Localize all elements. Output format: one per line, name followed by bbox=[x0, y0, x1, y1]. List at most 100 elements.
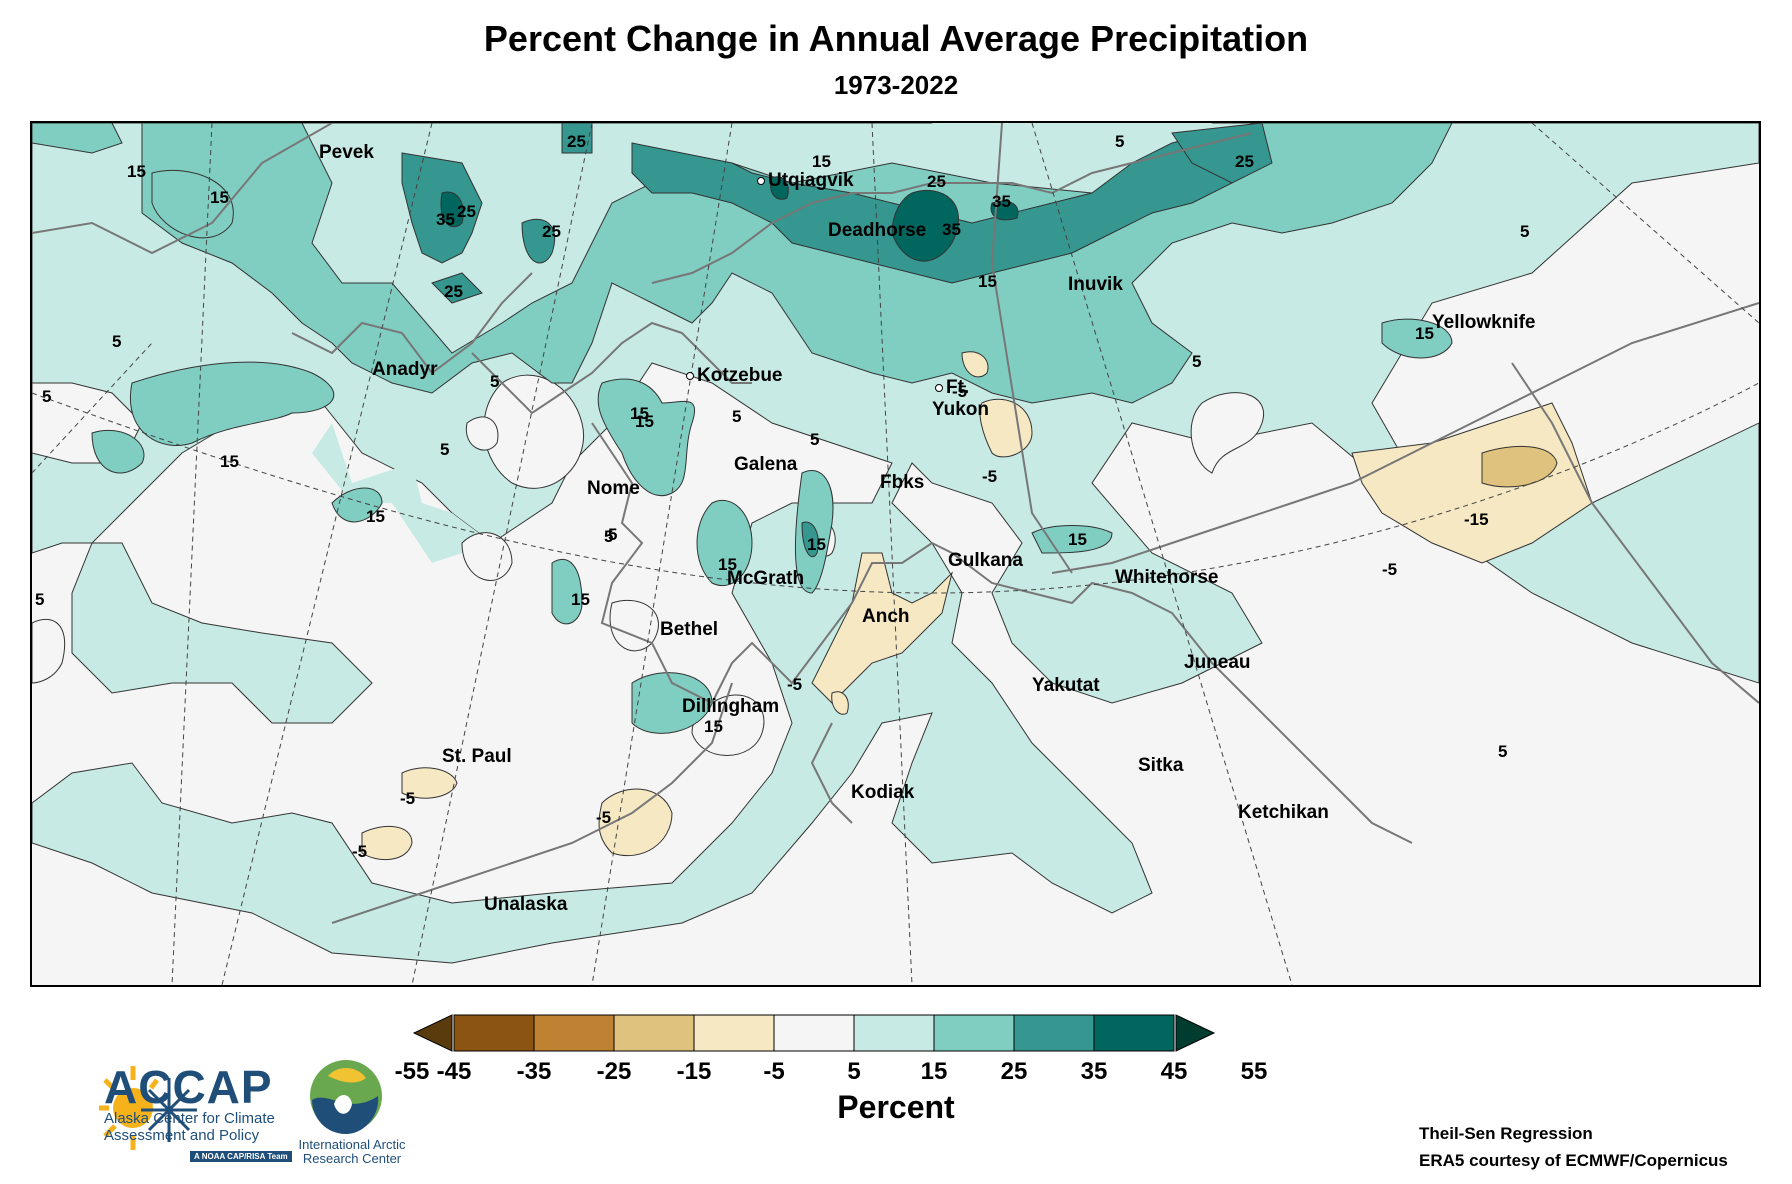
contour-label: 25 bbox=[457, 202, 476, 221]
contour-label: 5 bbox=[1498, 742, 1508, 761]
accap-logo-icon bbox=[99, 1066, 197, 1150]
city-marker-icon bbox=[757, 176, 765, 185]
iarc-globe-icon bbox=[310, 1060, 382, 1134]
contour-label: 15 bbox=[366, 507, 385, 526]
colorbar-tick-label: 35 bbox=[1080, 1058, 1108, 1085]
colorbar-tick-label: 55 bbox=[1240, 1058, 1268, 1085]
city-label-nome: Nome bbox=[587, 478, 640, 499]
colorbar-tick-label: -5 bbox=[763, 1058, 785, 1085]
contour-label: -15 bbox=[1464, 510, 1489, 529]
city-label-ft: Ft. bbox=[935, 378, 969, 397]
city-label-yakutat: Yakutat bbox=[1032, 675, 1100, 696]
colorbar-tick-label: 5 bbox=[847, 1058, 861, 1085]
iarc-name: International Arctic Research Center bbox=[298, 1137, 406, 1167]
contour-label: -5 bbox=[982, 467, 998, 486]
contour-label: 5 bbox=[1115, 132, 1125, 151]
contour-label: 35 bbox=[992, 192, 1011, 211]
contour-label: 5 bbox=[810, 430, 820, 449]
contour-label: 15 bbox=[812, 152, 831, 171]
contour-label: 15 bbox=[127, 162, 146, 181]
city-label-ketchikan: Ketchikan bbox=[1238, 802, 1329, 823]
map-title: Percent Change in Annual Average Precipi… bbox=[483, 18, 1309, 59]
city-label-galena: Galena bbox=[734, 454, 798, 475]
contour-label: -5 bbox=[787, 675, 803, 694]
city-label-gulkana: Gulkana bbox=[948, 550, 1023, 571]
map-subtitle: 1973-2022 bbox=[833, 70, 959, 100]
contour-label: -5 bbox=[952, 382, 968, 401]
accap-name: ACCAP bbox=[104, 1061, 273, 1113]
contour-label: -5 bbox=[352, 842, 368, 861]
city-label-bethel: Bethel bbox=[660, 619, 719, 640]
city-label-dillingham: Dillingham bbox=[682, 696, 780, 717]
colorbar-swatch bbox=[613, 1014, 695, 1052]
contour-label: 15 bbox=[718, 555, 737, 574]
colorbar-max-arrow bbox=[1175, 1014, 1216, 1052]
contour-label: 5 bbox=[440, 440, 450, 459]
contour-label: 5 bbox=[490, 372, 500, 391]
precip-map bbox=[32, 123, 1759, 985]
colorbar-swatch bbox=[933, 1014, 1015, 1052]
city-marker-icon bbox=[686, 371, 694, 380]
city-label-juneau: Juneau bbox=[1184, 652, 1251, 673]
contour-label: 15 bbox=[807, 535, 826, 554]
contour-label: 25 bbox=[927, 172, 946, 191]
city-label-kodiak: Kodiak bbox=[851, 782, 915, 803]
contour-label: 15 bbox=[704, 717, 723, 736]
colorbar-tick-label: -55 bbox=[394, 1058, 430, 1085]
city-label-kotzebue: Kotzebue bbox=[686, 366, 783, 385]
city-label-unalaska: Unalaska bbox=[484, 894, 568, 915]
colorbar-tick-label: 15 bbox=[920, 1058, 948, 1085]
city-label-inuvik: Inuvik bbox=[1068, 274, 1123, 295]
city-label-yellowknife: Yellowknife bbox=[1432, 312, 1536, 333]
contour-label: 15 bbox=[210, 188, 229, 207]
colorbar-tick-label: -15 bbox=[676, 1058, 712, 1085]
contour-label: 15 bbox=[220, 452, 239, 471]
contour-label: 15 bbox=[635, 412, 654, 431]
contour-label: 35 bbox=[942, 220, 961, 239]
contour-label: 5 bbox=[1520, 222, 1530, 241]
contour-label: 15 bbox=[630, 404, 649, 423]
credit-block: Theil-Sen Regression ERA5 courtesy of EC… bbox=[1419, 1120, 1728, 1174]
colorbar-tick-label: 45 bbox=[1160, 1058, 1188, 1085]
colorbar-swatch bbox=[1093, 1014, 1175, 1052]
contour-label: 15 bbox=[1068, 530, 1087, 549]
contour-label: 5 bbox=[112, 332, 122, 351]
colorbar-swatch bbox=[453, 1014, 535, 1052]
city-label-anadyr: Anadyr bbox=[372, 359, 438, 380]
colorbar bbox=[412, 1014, 1216, 1052]
colorbar-min-arrow bbox=[412, 1014, 453, 1052]
contour-label: 5 bbox=[732, 407, 742, 426]
city-label-st-paul: St. Paul bbox=[442, 746, 512, 767]
contour-label: 5 bbox=[608, 525, 618, 544]
contour-label: 5 bbox=[42, 387, 52, 406]
city-label-sitka: Sitka bbox=[1138, 755, 1184, 776]
contour-label: -5 bbox=[400, 789, 416, 808]
city-label-whitehorse: Whitehorse bbox=[1115, 567, 1219, 588]
contour-label: 5 bbox=[35, 590, 45, 609]
contour-label: -5 bbox=[596, 808, 612, 827]
city-label-mcgrath: McGrath bbox=[727, 568, 805, 589]
colorbar-swatch bbox=[1013, 1014, 1095, 1052]
colorbar-swatch bbox=[853, 1014, 935, 1052]
contour-label: 5 bbox=[604, 527, 614, 546]
colorbar-tick-label: -35 bbox=[516, 1058, 552, 1085]
colorbar-tick-label: 25 bbox=[1000, 1058, 1028, 1085]
contour-label: 15 bbox=[978, 272, 997, 291]
colorbar-swatch bbox=[533, 1014, 615, 1052]
colorbar-swatch bbox=[773, 1014, 855, 1052]
contour-label: 15 bbox=[1415, 324, 1434, 343]
accap-noaa-tag: A NOAA CAP/RISA Team bbox=[190, 1151, 292, 1162]
data-credit: ERA5 courtesy of ECMWF/Copernicus bbox=[1419, 1151, 1728, 1171]
colorbar-tick-label: -25 bbox=[596, 1058, 632, 1085]
contour-label: 25 bbox=[444, 282, 463, 301]
contour-label: 15 bbox=[571, 590, 590, 609]
contour-label: -5 bbox=[1382, 560, 1398, 579]
contour-label: 25 bbox=[1235, 152, 1254, 171]
method-credit: Theil-Sen Regression bbox=[1419, 1124, 1593, 1143]
city-label-fbks: Fbks bbox=[880, 472, 925, 493]
contour-label: 25 bbox=[542, 222, 561, 241]
accap-subtitle: Alaska Center for Climate Assessment and… bbox=[104, 1110, 275, 1145]
contour-label: 35 bbox=[436, 210, 455, 229]
city-label-anch: Anch bbox=[862, 606, 910, 627]
map-panel: Pevek Utqiagvik Deadhorse Inuvik Yellowk… bbox=[30, 121, 1761, 987]
